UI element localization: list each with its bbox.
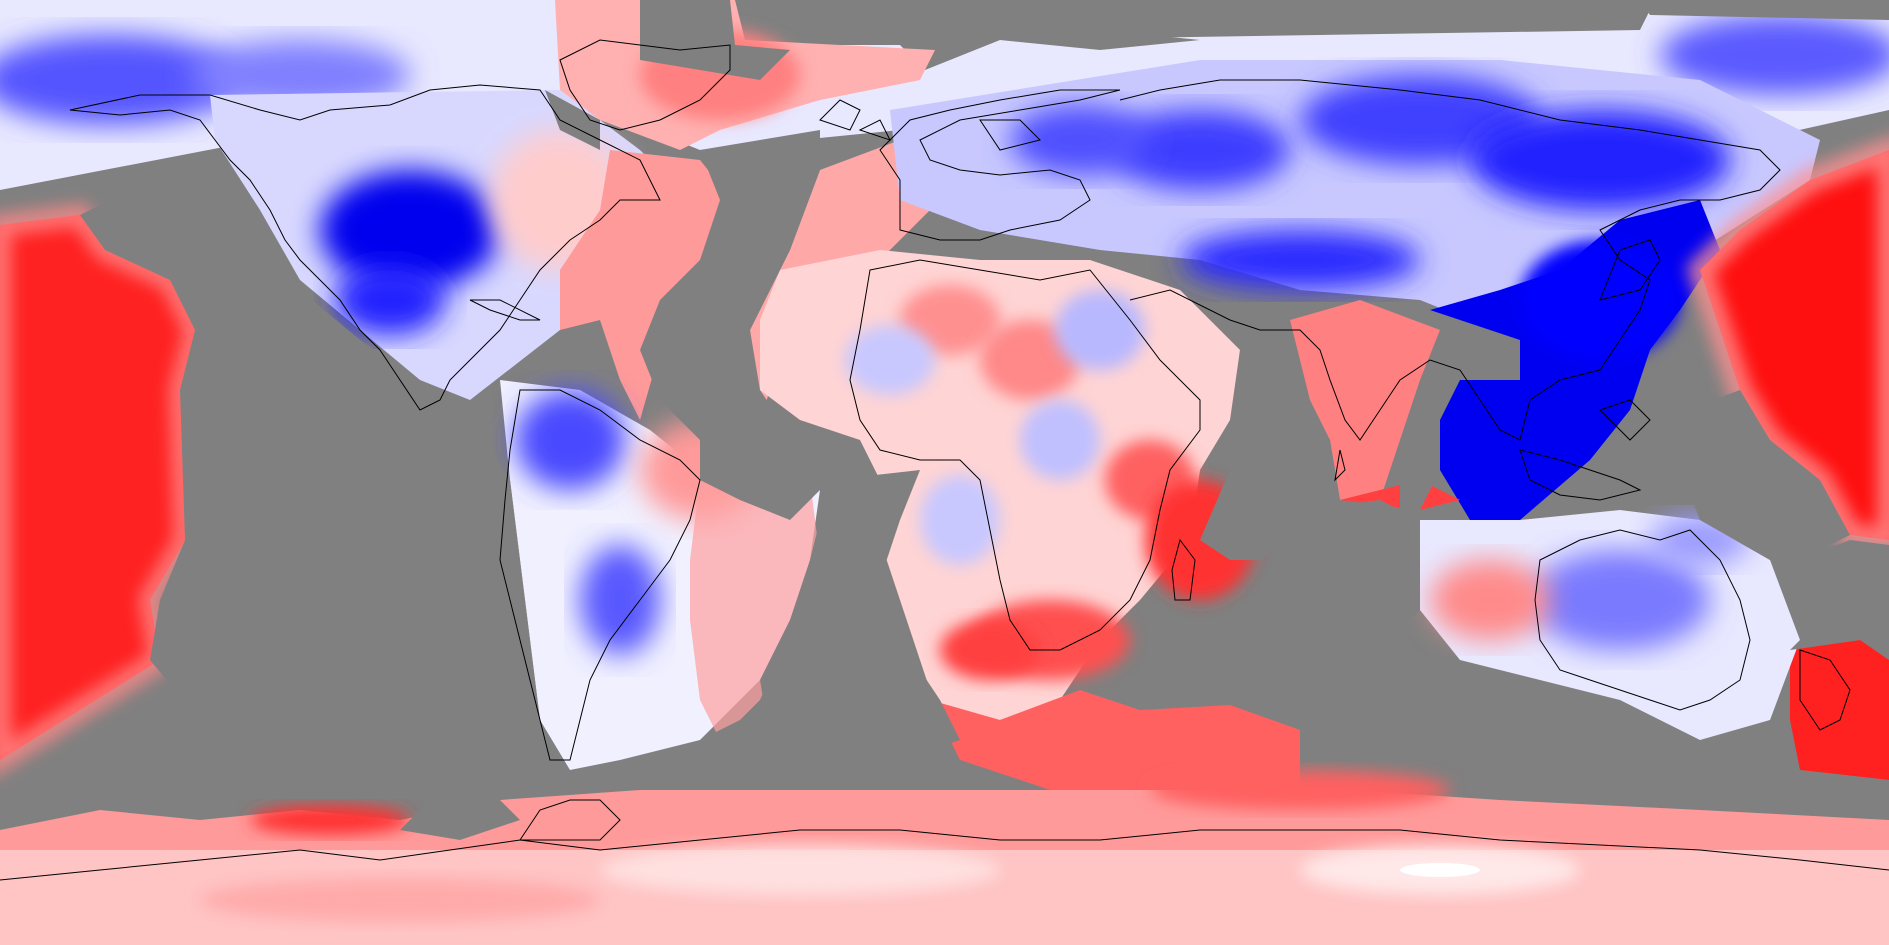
coastline-australia: [1534, 529, 1751, 711]
coastline-europe: [879, 89, 1121, 241]
coastlines: [0, 39, 1889, 881]
coastline-asia: [1119, 79, 1781, 441]
coastline-north-america: [69, 84, 661, 411]
antarctica-anomaly: [0, 845, 1889, 945]
missing-data-areas: [0, 0, 1889, 840]
coastline-antarctica: [0, 829, 1889, 881]
coastline-africa: [849, 259, 1201, 651]
coastline-south-america: [499, 389, 701, 761]
